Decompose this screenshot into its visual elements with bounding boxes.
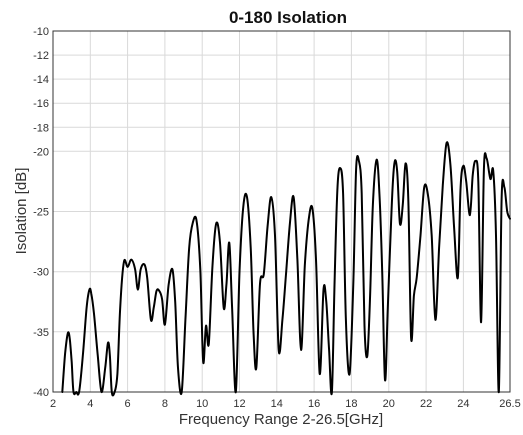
x-tick-label: 2 [50, 398, 56, 410]
y-tick-label: -35 [33, 327, 49, 339]
x-tick-label: 14 [271, 398, 283, 410]
y-tick-labels: -10 -12 -14 -16 -18 -20 -25 -30 -35 -40 [33, 26, 49, 399]
y-tick-label: -25 [33, 207, 49, 219]
isolation-series-line [61, 141, 511, 397]
x-tick-label: 10 [196, 398, 208, 410]
x-tick-label: 8 [162, 398, 168, 410]
y-tick-label: -16 [33, 98, 49, 110]
x-axis-label: Frequency Range 2-26.5[GHz] [179, 411, 383, 428]
x-tick-label: 24 [457, 398, 469, 410]
plot-frame [52, 30, 511, 393]
y-tick-label: -14 [33, 74, 49, 86]
y-tick-label: -18 [33, 122, 49, 134]
y-tick-label: -30 [33, 267, 49, 279]
series-layer [61, 141, 511, 397]
y-tick-label: -40 [33, 387, 49, 399]
x-tick-label: 26.5 [499, 398, 520, 410]
y-tick-label: -20 [33, 146, 49, 158]
x-tick-label: 4 [87, 398, 93, 410]
x-tick-label: 16 [308, 398, 320, 410]
y-tick-label: -10 [33, 26, 49, 38]
x-tick-label: 18 [345, 398, 357, 410]
chart-title: 0-180 Isolation [229, 8, 347, 27]
x-tick-label: 20 [383, 398, 395, 410]
x-tick-label: 12 [233, 398, 245, 410]
y-axis-label: Isolation [dB] [13, 168, 30, 255]
x-tick-label: 22 [420, 398, 432, 410]
y-tick-label: -12 [33, 50, 49, 62]
x-tick-label: 6 [125, 398, 131, 410]
x-tick-labels: 2 4 6 8 10 12 14 16 18 20 22 24 26.5 [50, 398, 521, 410]
